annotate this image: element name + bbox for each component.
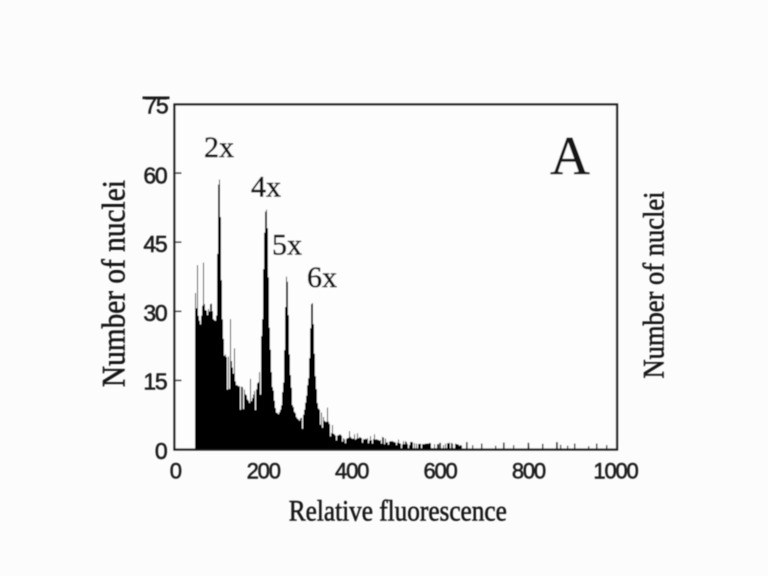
svg-text:600: 600 bbox=[423, 459, 457, 484]
svg-text:30: 30 bbox=[143, 300, 167, 326]
svg-text:0: 0 bbox=[155, 438, 167, 464]
svg-text:15: 15 bbox=[143, 369, 167, 395]
svg-text:1000: 1000 bbox=[593, 459, 638, 484]
svg-text:800: 800 bbox=[512, 459, 546, 484]
svg-text:Number of nuclei: Number of nuclei bbox=[97, 180, 133, 387]
svg-text:200: 200 bbox=[247, 459, 281, 484]
svg-text:45: 45 bbox=[143, 231, 167, 257]
svg-text:0: 0 bbox=[170, 459, 182, 484]
svg-text:Number of nuclei: Number of nuclei bbox=[638, 192, 671, 379]
svg-text:4x: 4x bbox=[251, 171, 281, 204]
svg-text:400: 400 bbox=[335, 459, 369, 484]
svg-text:6x: 6x bbox=[307, 261, 337, 294]
svg-text:60: 60 bbox=[143, 162, 167, 188]
svg-text:75: 75 bbox=[144, 93, 168, 119]
svg-text:5x: 5x bbox=[272, 229, 302, 262]
svg-text:A: A bbox=[550, 125, 590, 186]
svg-text:2x: 2x bbox=[204, 131, 234, 164]
svg-text:Relative fluorescence: Relative fluorescence bbox=[289, 495, 507, 528]
